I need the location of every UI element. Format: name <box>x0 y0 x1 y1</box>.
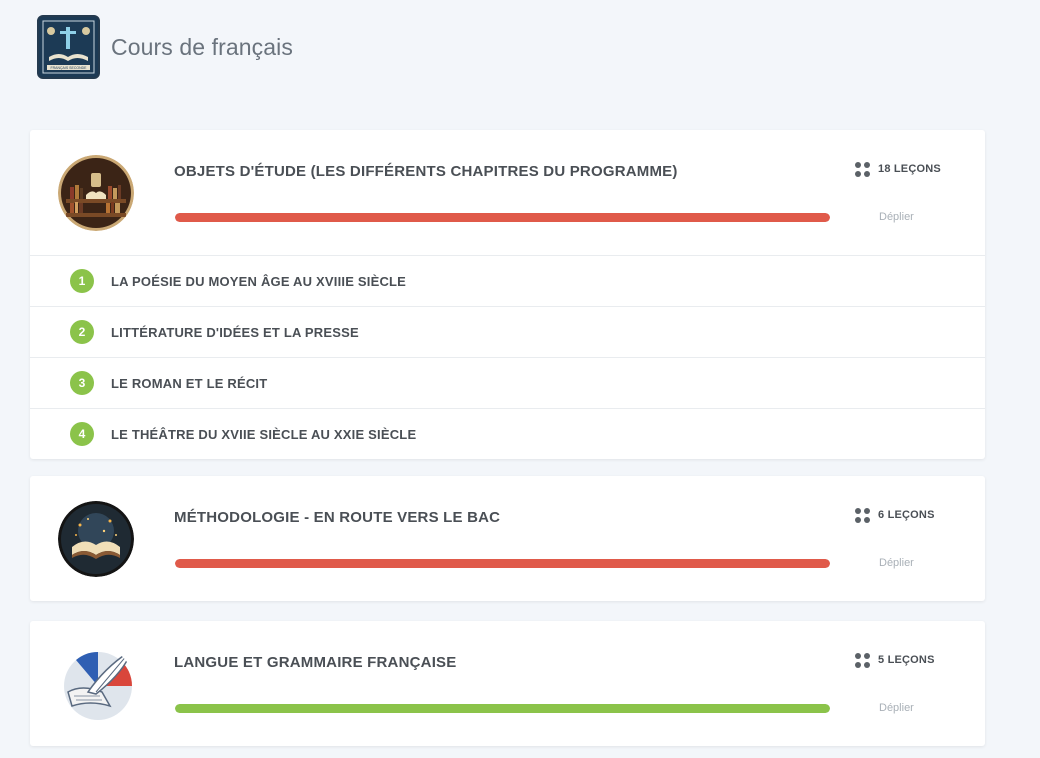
chapter-number-badge: 3 <box>70 371 94 395</box>
lessons-count-group: 6 LEÇONS <box>855 508 935 523</box>
list-item[interactable]: 3 LE ROMAN ET LE RÉCIT <box>30 358 985 409</box>
lessons-count: 6 LEÇONS <box>878 509 935 521</box>
progress-fill <box>175 704 830 713</box>
progress-bar <box>175 559 830 568</box>
open-book-icon <box>58 501 134 577</box>
list-item[interactable]: 1 LA POÉSIE DU MOYEN ÂGE AU XVIIIE SIÈCL… <box>30 256 985 307</box>
module-header[interactable]: MÉTHODOLOGIE - EN ROUTE VERS LE BAC 6 LE… <box>30 476 985 601</box>
module-title[interactable]: LANGUE ET GRAMMAIRE FRANÇAISE <box>174 654 457 671</box>
lessons-count-group: 18 LEÇONS <box>855 162 941 177</box>
lessons-count: 5 LEÇONS <box>878 654 935 666</box>
module-header[interactable]: LANGUE ET GRAMMAIRE FRANÇAISE 5 LEÇONS D… <box>30 621 985 746</box>
lessons-count-group: 5 LEÇONS <box>855 653 935 668</box>
logo-text: FRANÇAIS SECONDE <box>51 66 88 70</box>
list-item[interactable]: 2 LITTÉRATURE D'IDÉES ET LA PRESSE <box>30 307 985 358</box>
progress-bar <box>175 704 830 713</box>
expand-button[interactable]: Déplier <box>879 211 914 223</box>
library-books-icon <box>58 155 134 231</box>
page-title: Cours de français <box>111 33 293 60</box>
module-title[interactable]: MÉTHODOLOGIE - EN ROUTE VERS LE BAC <box>174 509 501 526</box>
progress-bar <box>175 213 830 222</box>
chapter-number-badge: 1 <box>70 269 94 293</box>
lessons-count: 18 LEÇONS <box>878 163 941 175</box>
chapter-label[interactable]: LE THÉÂTRE DU XVIIE SIÈCLE AU XXIE SIÈCL… <box>111 426 417 442</box>
expand-button[interactable]: Déplier <box>879 702 914 714</box>
quill-scroll-icon <box>58 646 134 722</box>
chapter-list: 1 LA POÉSIE DU MOYEN ÂGE AU XVIIIE SIÈCL… <box>30 255 985 459</box>
progress-fill <box>175 213 830 222</box>
chapter-label[interactable]: LITTÉRATURE D'IDÉES ET LA PRESSE <box>111 324 359 340</box>
chapter-number-badge: 4 <box>70 422 94 446</box>
module-header[interactable]: OBJETS D'ÉTUDE (LES DIFFÉRENTS CHAPITRES… <box>30 130 985 255</box>
module-card[interactable]: LANGUE ET GRAMMAIRE FRANÇAISE 5 LEÇONS D… <box>30 621 985 746</box>
grid-dots-icon <box>855 508 870 523</box>
progress-fill <box>175 559 830 568</box>
list-item[interactable]: 4 LE THÉÂTRE DU XVIIE SIÈCLE AU XXIE SIÈ… <box>30 409 985 459</box>
expand-button[interactable]: Déplier <box>879 557 914 569</box>
chapter-number-badge: 2 <box>70 320 94 344</box>
grid-dots-icon <box>855 653 870 668</box>
module-card[interactable]: OBJETS D'ÉTUDE (LES DIFFÉRENTS CHAPITRES… <box>30 130 985 459</box>
page-header: FRANÇAIS SECONDE Cours de français <box>37 15 293 79</box>
course-logo[interactable]: FRANÇAIS SECONDE <box>37 15 100 79</box>
chapter-label[interactable]: LE ROMAN ET LE RÉCIT <box>111 375 268 391</box>
chapter-label[interactable]: LA POÉSIE DU MOYEN ÂGE AU XVIIIE SIÈCLE <box>111 273 407 289</box>
module-title[interactable]: OBJETS D'ÉTUDE (LES DIFFÉRENTS CHAPITRES… <box>174 163 678 180</box>
grid-dots-icon <box>855 162 870 177</box>
module-card[interactable]: MÉTHODOLOGIE - EN ROUTE VERS LE BAC 6 LE… <box>30 476 985 601</box>
